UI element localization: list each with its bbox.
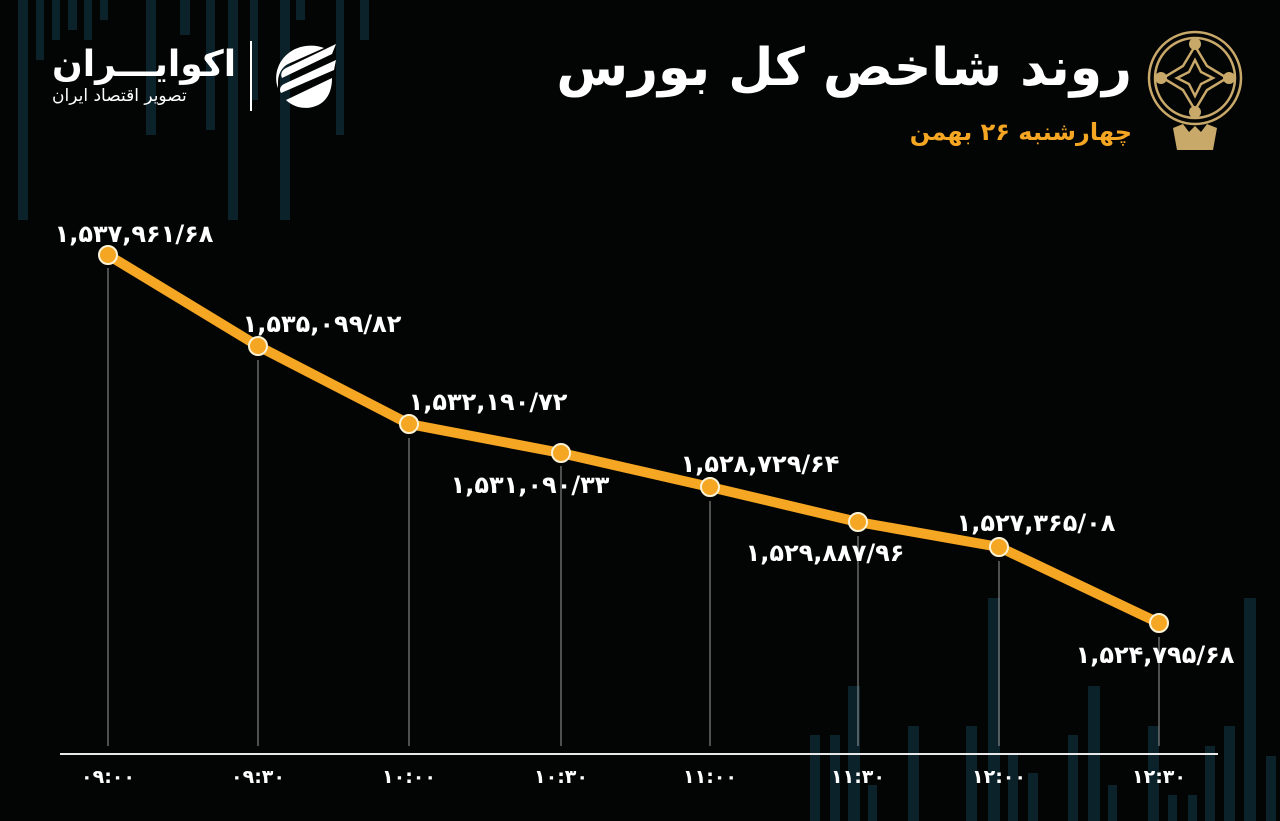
data-label: ۱,۵۳۵,۰۹۹/۸۲ xyxy=(243,310,402,338)
data-point xyxy=(551,443,571,463)
x-tick-label: ۰۹:۳۰ xyxy=(231,766,285,788)
brand-name: اکوایـــران xyxy=(52,44,237,85)
data-label: ۱,۵۳۷,۹۶۱/۶۸ xyxy=(55,220,214,248)
drop-lines xyxy=(107,268,1160,746)
index-line xyxy=(103,250,1164,628)
data-label: ۱,۵۲۴,۷۹۵/۶۸ xyxy=(1076,641,1235,669)
data-point xyxy=(399,414,419,434)
data-label: ۱,۵۲۷,۳۶۵/۰۸ xyxy=(957,509,1116,537)
brand-text: اکوایـــران تصویر اقتصاد ایران xyxy=(52,45,236,107)
x-tick-labels: ۰۹:۰۰ ۰۹:۳۰ ۱۰:۰۰ ۱۰:۳۰ ۱۱:۰۰ ۱۱:۳۰ ۱۲:۰… xyxy=(81,766,1186,788)
data-points xyxy=(98,245,1169,633)
data-point xyxy=(248,336,268,356)
data-point xyxy=(98,245,118,265)
data-labels: ۱,۵۳۷,۹۶۱/۶۸ ۱,۵۳۵,۰۹۹/۸۲ ۱,۵۳۲,۱۹۰/۷۲ ۱… xyxy=(55,220,1235,669)
x-tick-label: ۱۰:۳۰ xyxy=(534,766,588,788)
x-tick-label: ۱۲:۰۰ xyxy=(972,766,1026,788)
background-bars-top xyxy=(18,0,369,220)
brand-tagline: تصویر اقتصاد ایران xyxy=(52,86,187,106)
brand-divider xyxy=(250,41,253,111)
chart-date: چهارشنبه ۲۶ بهمن xyxy=(909,118,1132,146)
x-tick-label: ۱۱:۰۰ xyxy=(683,766,737,788)
data-label: ۱,۵۲۹,۸۸۷/۹۶ xyxy=(746,539,905,567)
data-label: ۱,۵۲۸,۷۲۹/۶۴ xyxy=(681,450,840,478)
data-point xyxy=(989,537,1009,557)
data-point xyxy=(848,512,868,532)
x-tick-label: ۱۱:۳۰ xyxy=(831,766,885,788)
x-tick-label: ۰۹:۰۰ xyxy=(81,766,135,788)
chart-title: روند شاخص کل بورس xyxy=(556,38,1132,98)
brand-logo: اکوایـــران تصویر اقتصاد ایران xyxy=(52,38,342,114)
x-tick-label: ۱۰:۰۰ xyxy=(382,766,436,788)
tehran-stock-exchange-emblem-icon xyxy=(1147,30,1243,150)
data-point xyxy=(1149,613,1169,633)
data-label: ۱,۵۳۲,۱۹۰/۷۲ xyxy=(409,388,568,416)
data-label: ۱,۵۳۱,۰۹۰/۳۳ xyxy=(451,471,610,499)
data-point xyxy=(700,477,720,497)
ecoiran-swoosh-icon xyxy=(276,44,337,108)
x-tick-label: ۱۲:۳۰ xyxy=(1132,766,1186,788)
